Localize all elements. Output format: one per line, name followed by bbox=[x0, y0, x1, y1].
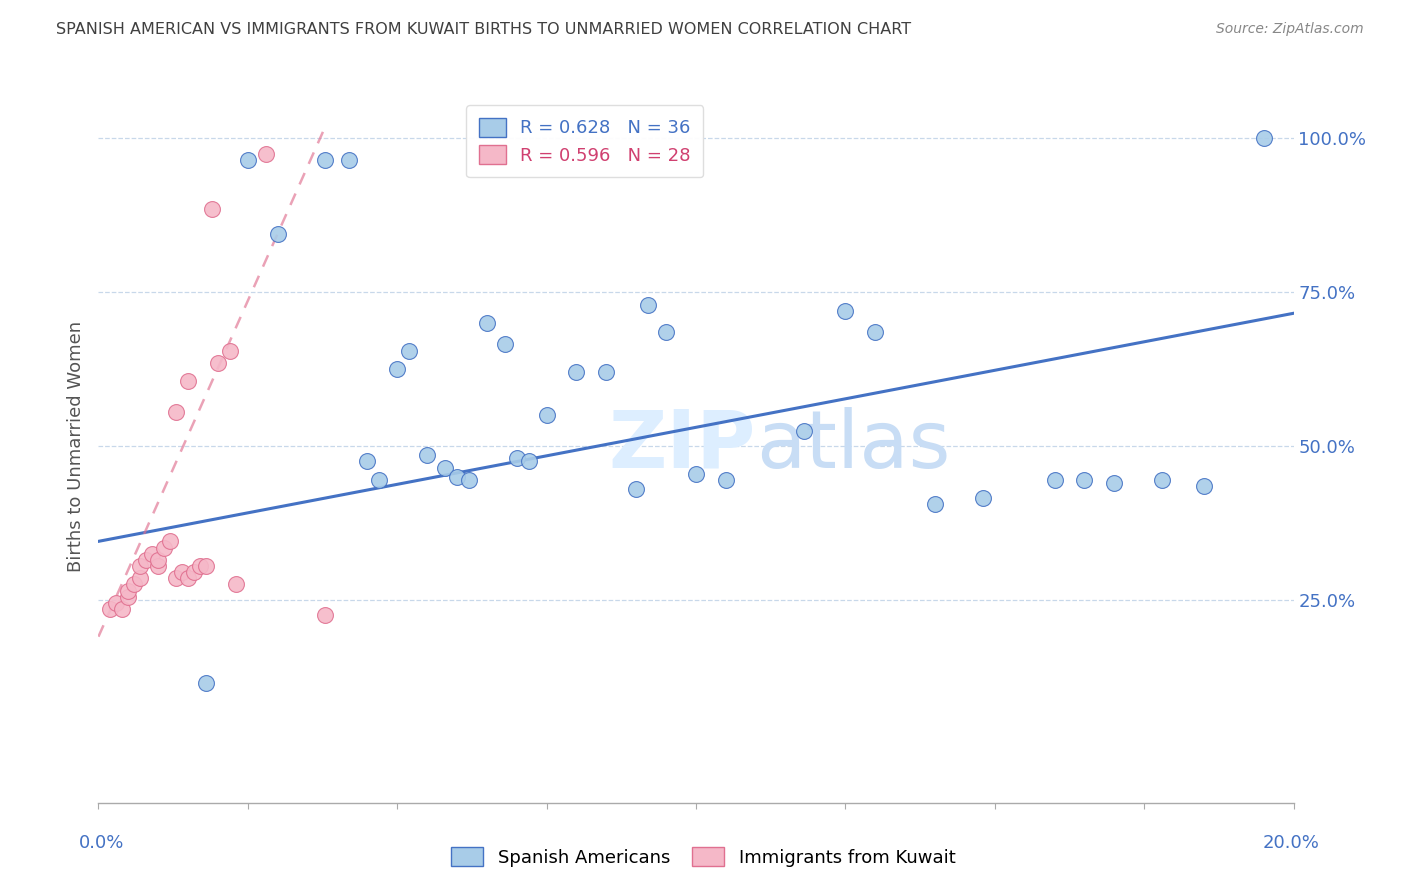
Point bbox=[398, 343, 420, 358]
Point bbox=[446, 469, 468, 483]
Point bbox=[165, 571, 187, 585]
Point bbox=[117, 583, 139, 598]
Point bbox=[236, 153, 259, 167]
Point bbox=[1150, 473, 1173, 487]
Legend: Spanish Americans, Immigrants from Kuwait: Spanish Americans, Immigrants from Kuwai… bbox=[441, 838, 965, 876]
Text: atlas: atlas bbox=[756, 407, 950, 485]
Legend: R = 0.628   N = 36, R = 0.596   N = 28: R = 0.628 N = 36, R = 0.596 N = 28 bbox=[465, 105, 703, 178]
Point bbox=[1104, 475, 1126, 490]
Point bbox=[153, 541, 176, 555]
Point bbox=[165, 405, 187, 419]
Point bbox=[385, 362, 409, 376]
Point bbox=[177, 375, 200, 389]
Text: ZIP: ZIP bbox=[609, 407, 756, 485]
Point bbox=[458, 473, 481, 487]
Point bbox=[315, 608, 337, 623]
Point bbox=[1043, 473, 1066, 487]
Point bbox=[536, 409, 558, 423]
Point bbox=[315, 153, 337, 167]
Point bbox=[194, 558, 218, 573]
Point bbox=[494, 337, 516, 351]
Point bbox=[1073, 473, 1095, 487]
Point bbox=[219, 343, 242, 358]
Point bbox=[124, 577, 146, 591]
Text: Source: ZipAtlas.com: Source: ZipAtlas.com bbox=[1216, 22, 1364, 37]
Point bbox=[141, 547, 163, 561]
Point bbox=[1192, 479, 1215, 493]
Point bbox=[475, 316, 498, 330]
Point bbox=[339, 153, 360, 167]
Point bbox=[188, 558, 211, 573]
Point bbox=[565, 365, 588, 379]
Point bbox=[207, 356, 229, 370]
Point bbox=[177, 571, 200, 585]
Point bbox=[254, 146, 277, 161]
Point bbox=[356, 454, 378, 468]
Point bbox=[117, 590, 139, 604]
Point bbox=[434, 460, 457, 475]
Point bbox=[183, 565, 205, 579]
Point bbox=[972, 491, 994, 506]
Text: SPANISH AMERICAN VS IMMIGRANTS FROM KUWAIT BIRTHS TO UNMARRIED WOMEN CORRELATION: SPANISH AMERICAN VS IMMIGRANTS FROM KUWA… bbox=[56, 22, 911, 37]
Point bbox=[111, 602, 134, 616]
Point bbox=[201, 202, 224, 216]
Y-axis label: Births to Unmarried Women: Births to Unmarried Women bbox=[66, 320, 84, 572]
Point bbox=[637, 297, 659, 311]
Point bbox=[506, 451, 529, 466]
Point bbox=[517, 454, 540, 468]
Point bbox=[865, 325, 887, 339]
Point bbox=[98, 602, 122, 616]
Text: 0.0%: 0.0% bbox=[79, 834, 124, 852]
Point bbox=[135, 553, 157, 567]
Point bbox=[834, 303, 856, 318]
Text: 20.0%: 20.0% bbox=[1263, 834, 1319, 852]
Point bbox=[1253, 131, 1275, 145]
Point bbox=[416, 448, 439, 462]
Point bbox=[924, 498, 946, 512]
Point bbox=[105, 596, 128, 610]
Point bbox=[267, 227, 290, 241]
Point bbox=[685, 467, 707, 481]
Point bbox=[159, 534, 181, 549]
Point bbox=[595, 365, 617, 379]
Point bbox=[194, 676, 218, 690]
Point bbox=[172, 565, 194, 579]
Point bbox=[225, 577, 247, 591]
Point bbox=[148, 558, 170, 573]
Point bbox=[624, 482, 647, 496]
Point bbox=[368, 473, 391, 487]
Point bbox=[129, 571, 152, 585]
Point bbox=[793, 424, 815, 438]
Point bbox=[148, 553, 170, 567]
Point bbox=[714, 473, 737, 487]
Point bbox=[655, 325, 678, 339]
Point bbox=[129, 558, 152, 573]
